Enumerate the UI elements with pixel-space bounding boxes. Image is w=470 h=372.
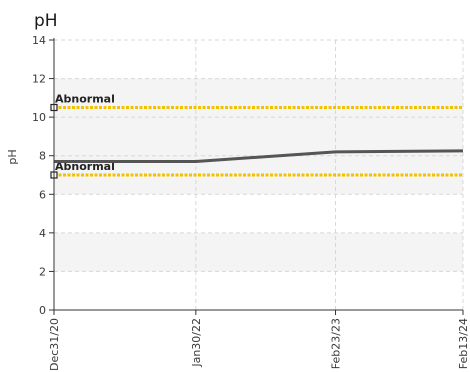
reference-label: Abnormal	[55, 160, 115, 173]
x-tick-label: Feb23/23	[330, 318, 343, 369]
x-tick-label: Dec31/20	[48, 318, 61, 371]
y-tick-label: 14	[32, 34, 46, 47]
y-axis-label: pH	[6, 149, 19, 164]
y-tick-label: 10	[32, 111, 46, 124]
y-tick-label: 4	[39, 227, 46, 240]
series-layer	[54, 149, 464, 163]
reference-lines: Abnormal Abnormal	[50, 93, 463, 179]
y-tick-label: 6	[39, 188, 46, 201]
x-tick-label: Feb13/24	[457, 318, 470, 369]
background-band	[54, 232, 463, 272]
y-tick-label: 8	[39, 150, 46, 163]
y-tick-label: 0	[39, 304, 46, 317]
series-line	[54, 149, 464, 163]
y-tick-label: 2	[39, 265, 46, 278]
tick-labels: 0 2 4 6 8 10 12 14 Dec31/20 Jan30/22 Feb23/23 Feb13…	[32, 34, 470, 371]
chart-title: pH	[34, 11, 58, 31]
y-tick-label: 12	[32, 73, 46, 86]
background-band	[54, 78, 463, 118]
axes	[49, 38, 464, 315]
reference-label: Abnormal	[55, 93, 115, 106]
x-tick-label: Jan30/22	[190, 318, 203, 368]
